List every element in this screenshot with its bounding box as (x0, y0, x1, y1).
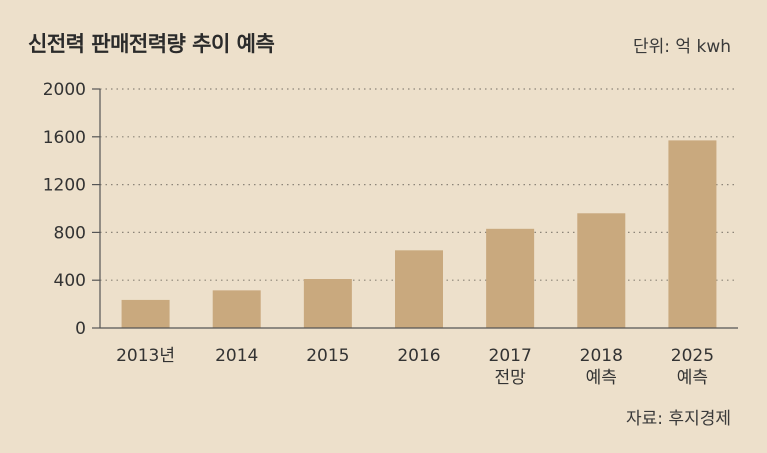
unit-label: 단위: 억 kwh (633, 37, 731, 57)
y-tick-label: 1200 (43, 176, 86, 196)
x-tick-label: 예측 (677, 368, 708, 388)
y-tick-label: 0 (75, 319, 86, 339)
x-tick-label: 2014 (215, 346, 258, 366)
x-tick-label: 전망 (495, 368, 527, 388)
bar (303, 279, 352, 328)
x-tick-label: 2018 (580, 346, 623, 366)
bar (577, 213, 626, 328)
chart-title: 신전력 판매전력량 추이 예측 (28, 32, 275, 56)
x-tick-label: 2025 (671, 346, 714, 366)
x-tick-label: 2017 (489, 346, 532, 366)
bar (668, 140, 717, 328)
x-tick-label: 2016 (397, 346, 440, 366)
y-tick-label: 800 (54, 223, 86, 243)
bar (121, 299, 170, 328)
y-tick-label: 2000 (43, 80, 86, 100)
x-tick-label: 예측 (586, 368, 617, 388)
source-label: 자료: 후지경제 (626, 409, 731, 429)
bar (395, 250, 443, 328)
bar (486, 228, 535, 328)
y-tick-label: 1600 (43, 128, 86, 148)
bar (212, 290, 261, 328)
x-tick-label: 2015 (306, 346, 349, 366)
x-tick-label: 2013년 (116, 346, 175, 366)
y-tick-label: 400 (54, 271, 86, 291)
